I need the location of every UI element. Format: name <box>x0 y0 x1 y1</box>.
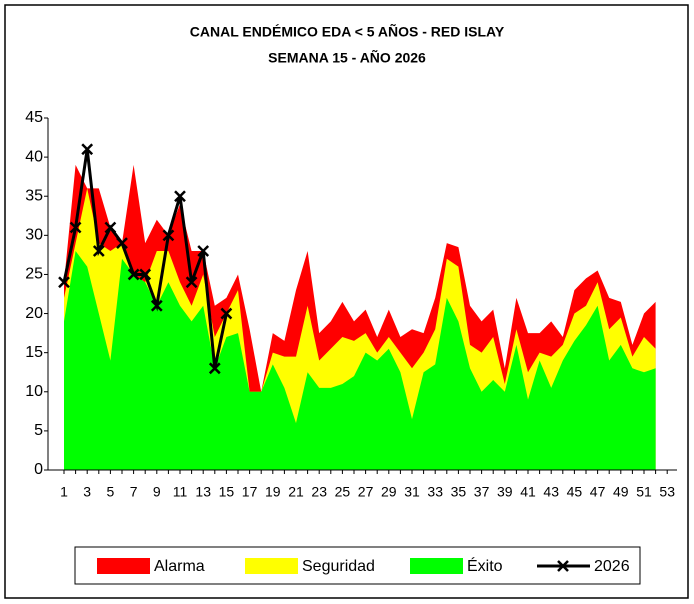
legend-swatch <box>97 558 150 574</box>
x-tick-label: 41 <box>520 484 536 500</box>
x-tick-label: 13 <box>195 484 211 500</box>
y-tick-label: 20 <box>25 305 43 322</box>
x-tick-label: 37 <box>474 484 490 500</box>
legend-label: 2026 <box>594 558 630 575</box>
y-tick-label: 5 <box>34 422 43 439</box>
x-tick-label: 21 <box>288 484 304 500</box>
y-tick-label: 30 <box>25 227 43 244</box>
marker <box>127 268 140 281</box>
y-tick-label: 0 <box>34 461 43 478</box>
legend-label: Alarma <box>154 558 205 575</box>
marker <box>81 143 94 156</box>
y-tick-label: 40 <box>25 148 43 165</box>
x-tick-label: 23 <box>311 484 327 500</box>
x-tick-label: 29 <box>381 484 397 500</box>
chart-title: CANAL ENDÉMICO EDA < 5 AÑOS - RED ISLAY <box>190 23 505 40</box>
y-tick-label: 15 <box>25 344 43 361</box>
marker <box>139 268 152 281</box>
x-tick-label: 43 <box>543 484 559 500</box>
x-tick-label: 17 <box>242 484 258 500</box>
legend-label: Seguridad <box>302 558 375 575</box>
marker <box>220 307 233 320</box>
x-tick-label: 45 <box>567 484 583 500</box>
x-tick-label: 33 <box>427 484 443 500</box>
legend-marker <box>557 560 569 572</box>
area <box>64 250 656 470</box>
y-tick-label: 10 <box>25 383 43 400</box>
y-tick-label: 25 <box>25 266 43 283</box>
x-tick-label: 15 <box>219 484 235 500</box>
x-tick-label: 51 <box>636 484 652 500</box>
x-tick-label: 9 <box>153 484 161 500</box>
marker <box>185 276 198 289</box>
marker <box>174 190 186 203</box>
marker <box>104 221 117 234</box>
x-tick-label: 7 <box>130 484 138 500</box>
x-tick-label: 27 <box>358 484 374 500</box>
marker <box>150 299 163 312</box>
chart-subtitle: SEMANA 15 - AÑO 2026 <box>268 49 426 66</box>
marker <box>208 362 221 375</box>
marker <box>197 245 210 257</box>
marker <box>58 276 70 289</box>
x-tick-label: 47 <box>590 484 606 500</box>
legend-swatch <box>245 558 298 574</box>
legend-swatch <box>410 558 463 574</box>
marker <box>162 229 175 242</box>
x-tick-label: 31 <box>404 484 420 500</box>
x-tick-label: 39 <box>497 484 513 500</box>
marker <box>92 245 105 257</box>
x-tick-label: 25 <box>335 484 351 500</box>
x-tick-label: 49 <box>613 484 629 500</box>
x-tick-label: 19 <box>265 484 281 500</box>
x-tick-label: 5 <box>107 484 115 500</box>
legend-label: Éxito <box>467 556 503 575</box>
x-tick-label: 11 <box>173 484 188 500</box>
marker <box>116 237 128 250</box>
y-tick-label: 45 <box>25 109 43 126</box>
marker <box>69 221 82 234</box>
x-tick-label: 3 <box>83 484 91 500</box>
y-tick-label: 35 <box>25 187 43 204</box>
x-tick-label: 35 <box>451 484 467 500</box>
x-tick-label: 1 <box>60 484 68 500</box>
x-tick-label: 53 <box>659 484 675 500</box>
